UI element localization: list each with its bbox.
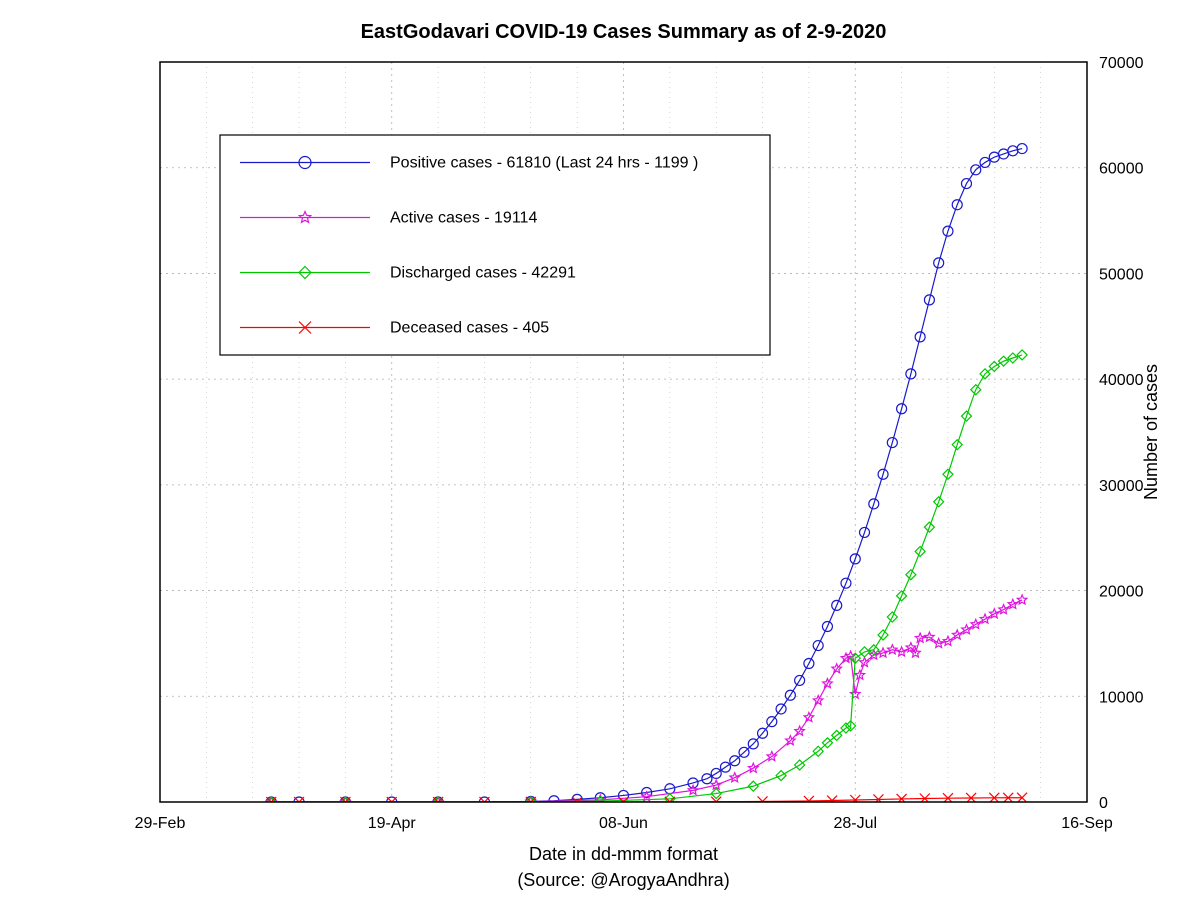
series-discharged [266,350,1027,807]
x-tick-label: 19-Apr [368,815,417,832]
series-active [266,595,1026,806]
x-tick-label: 28-Jul [833,815,877,832]
y-tick-label: 70000 [1099,55,1144,72]
y-tick-label: 40000 [1099,372,1144,389]
legend-label-discharged: Discharged cases - 42291 [390,265,576,282]
chart-svg: 29-Feb 19-Apr 08-Jun 28-Jul 16-Sep 0 10000 2000… [0,0,1200,900]
y-axis-label: Number of cases [1141,364,1161,500]
y-tick-label: 30000 [1099,478,1144,495]
y-tick-label: 20000 [1099,584,1144,601]
chart-container: 29-Feb 19-Apr 08-Jun 28-Jul 16-Sep 0 10000 2000… [0,0,1200,900]
legend: Positive cases - 61810 (Last 24 hrs - 11… [220,135,770,355]
x-tick-label: 08-Jun [599,815,648,832]
x-axis-label: Date in dd-mmm format [529,844,718,864]
y-tick-label: 60000 [1099,161,1144,178]
chart-title: EastGodavari COVID-19 Cases Summary as o… [361,21,887,43]
y-tick-label: 10000 [1099,689,1144,706]
y-tick-label: 50000 [1099,266,1144,283]
legend-label-positive: Positive cases - 61810 (Last 24 hrs - 11… [390,155,698,172]
source-label: (Source: @ArogyaAndhra) [517,870,729,890]
y-tick-label: 0 [1099,795,1108,812]
legend-label-active: Active cases - 19114 [390,210,537,227]
x-tick-label: 16-Sep [1061,815,1113,832]
x-tick-label: 29-Feb [135,815,186,832]
legend-label-deceased: Deceased cases - 405 [390,320,549,337]
